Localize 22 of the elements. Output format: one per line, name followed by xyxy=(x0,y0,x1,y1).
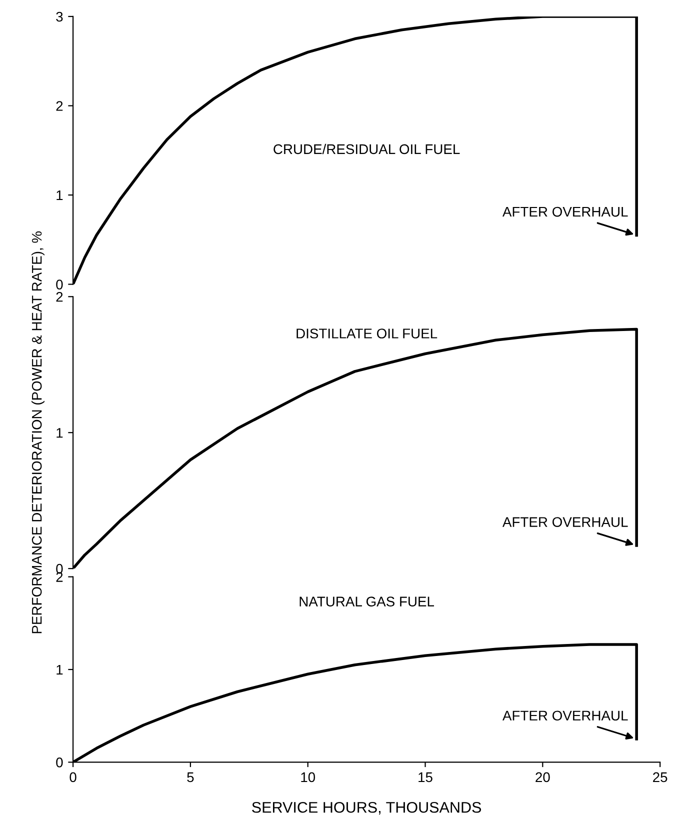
y-tick-label: 0 xyxy=(56,758,63,768)
text: CRUDE/RESIDUAL OIL FUEL xyxy=(274,144,460,154)
x-tick-label: 5 xyxy=(187,772,194,782)
x-tick-label: 20 xyxy=(536,772,550,782)
y-tick-label: 2 xyxy=(56,292,63,302)
annotation: AFTER OVERHAUL xyxy=(502,206,628,217)
x-axis-title: SERVICE HOURS, THOUSANDS xyxy=(252,802,482,815)
x-tick-label: 15 xyxy=(418,772,432,782)
annotation: AFTER OVERHAUL xyxy=(502,710,628,721)
x-tick-label: 10 xyxy=(301,772,316,782)
y-tick-label: 3 xyxy=(56,12,63,22)
x-tick-label: 25 xyxy=(653,772,668,782)
text: DISTILLATE OIL FUEL xyxy=(296,328,438,338)
y-tick-label: 1 xyxy=(56,428,63,438)
annotation: AFTER OVERHAUL xyxy=(502,517,628,527)
y-tick-label: 1 xyxy=(56,190,63,200)
text: NATURAL GAS FUEL xyxy=(300,596,434,606)
x-tick-label: 0 xyxy=(70,772,76,782)
y-tick-label: 2 xyxy=(56,101,63,111)
y-tick-label: 0 xyxy=(56,280,63,290)
y-tick-label: 1 xyxy=(56,664,63,675)
y-axis-title: PERFORMANCE DETERIORATION (POWER & HEAT RATE), % xyxy=(32,231,44,634)
